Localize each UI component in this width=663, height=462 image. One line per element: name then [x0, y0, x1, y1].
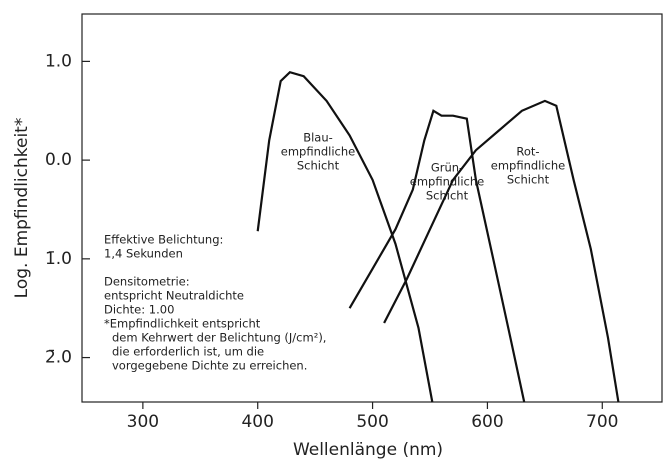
- x-tick-label: 400: [241, 412, 273, 432]
- annotation: Dichte: 1.00: [104, 303, 174, 317]
- annotation: vorgegebene Dichte zu erreichen.: [112, 359, 307, 373]
- annotation: dem Kehrwert der Belichtung (J/cm²),: [112, 331, 326, 345]
- curve-label: Schicht: [297, 159, 340, 173]
- x-axis-label: Wellenlänge (nm): [293, 440, 443, 460]
- annotation: Effektive Belichtung:: [104, 233, 223, 247]
- curve-label: empfindliche: [281, 145, 356, 159]
- y-tick-label: 0.0: [45, 150, 72, 170]
- sensitivity-curve: [383, 99, 620, 403]
- curve-label: empfindliche: [410, 175, 485, 189]
- curve-label: Grün-: [431, 161, 463, 175]
- curve-label: empfindliche: [491, 159, 566, 173]
- curve-label: Schicht: [426, 189, 469, 203]
- sensitivity-curve: [348, 109, 526, 403]
- annotation: *Empfindlichkeit entspricht: [104, 317, 261, 331]
- y-tick-label: 1.0: [45, 51, 72, 71]
- curve-label: Rot-: [516, 145, 539, 159]
- y-tick-label: 2̄.0: [45, 348, 72, 368]
- annotation: 1,4 Sekunden: [104, 247, 183, 261]
- annotation: Densitometrie:: [104, 275, 190, 289]
- curve-label: Blau-: [303, 131, 333, 145]
- annotation: entspricht Neutraldichte: [104, 289, 244, 303]
- x-tick-label: 700: [586, 412, 618, 432]
- x-tick-label: 600: [471, 412, 503, 432]
- annotation: die erforderlich ist, um die: [112, 345, 264, 359]
- x-tick-label: 300: [127, 412, 159, 432]
- x-tick-label: 500: [356, 412, 388, 432]
- y-tick-label: 1̄.0: [45, 249, 72, 269]
- y-axis-label: Log. Empfindlichkeit*: [12, 118, 32, 299]
- curve-label: Schicht: [507, 173, 550, 187]
- sensitivity-curve: [256, 70, 434, 403]
